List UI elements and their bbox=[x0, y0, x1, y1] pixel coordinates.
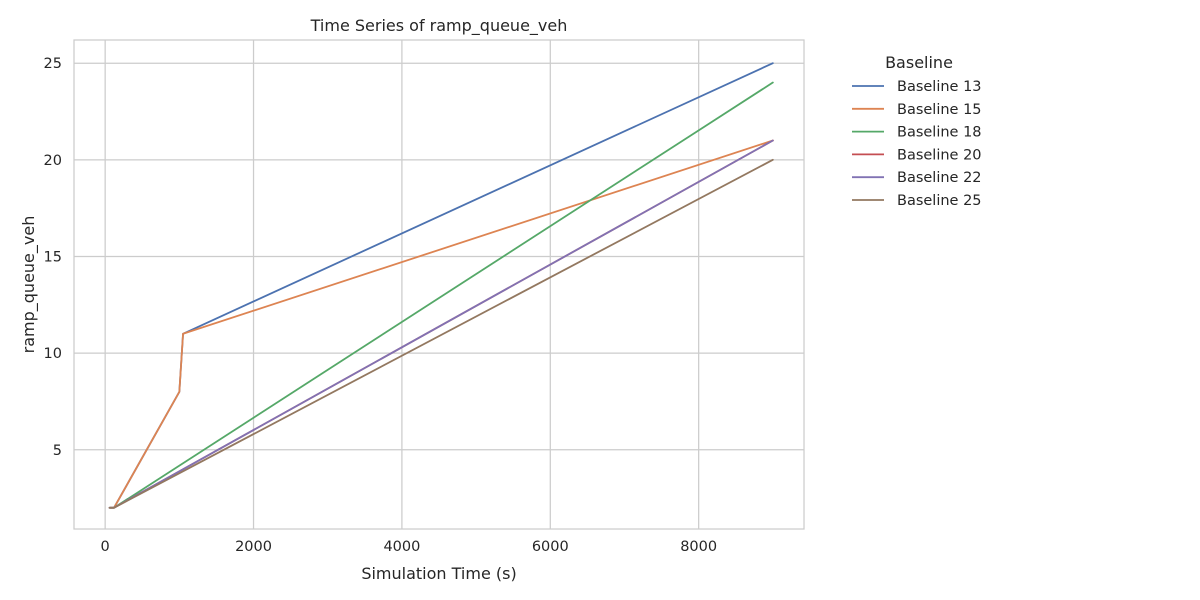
x-tick-label: 4000 bbox=[383, 539, 420, 555]
legend-label-baseline-25: Baseline 25 bbox=[897, 193, 982, 209]
y-tick-label: 25 bbox=[44, 56, 62, 72]
legend-items: Baseline 13 Baseline 15 Baseline 18 Baselin… bbox=[852, 79, 982, 209]
y-tick-label: 15 bbox=[44, 249, 62, 265]
plot-background bbox=[74, 40, 804, 529]
y-tick-labels: 5 10 15 20 25 bbox=[44, 56, 62, 459]
legend-label-baseline-22: Baseline 22 bbox=[897, 170, 982, 186]
x-tick-label: 8000 bbox=[680, 539, 717, 555]
series-line-baseline-25 bbox=[108, 158, 774, 509]
chart-title: Time Series of ramp_queue_veh bbox=[310, 16, 568, 36]
x-tick-label: 2000 bbox=[235, 539, 272, 555]
legend-label-baseline-18: Baseline 18 bbox=[897, 125, 982, 141]
series-lines bbox=[108, 62, 774, 509]
legend-label-baseline-15: Baseline 15 bbox=[897, 102, 982, 118]
x-axis-title: Simulation Time (s) bbox=[361, 564, 516, 583]
grid bbox=[74, 40, 804, 529]
legend-label-baseline-13: Baseline 13 bbox=[897, 79, 982, 95]
x-tick-label: 6000 bbox=[532, 539, 569, 555]
legend-label-baseline-20: Baseline 20 bbox=[897, 147, 982, 163]
x-tick-labels: 0 2000 4000 6000 8000 bbox=[101, 539, 718, 555]
legend-title: Baseline bbox=[885, 53, 953, 72]
y-tick-label: 20 bbox=[44, 153, 62, 169]
plot-frame bbox=[73, 39, 805, 530]
y-axis-title: ramp_queue_veh bbox=[19, 216, 39, 354]
y-tick-label: 5 bbox=[53, 443, 62, 459]
y-tick-label: 10 bbox=[44, 346, 62, 362]
x-tick-label: 0 bbox=[101, 539, 110, 555]
